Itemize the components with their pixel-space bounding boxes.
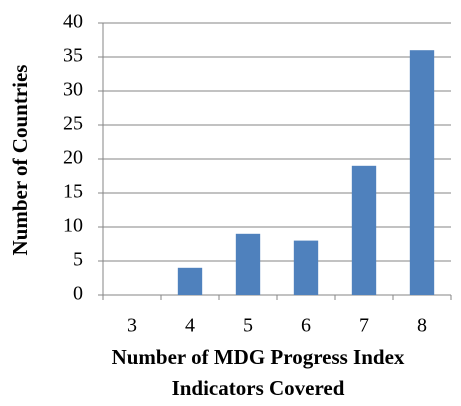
- y-axis-title: Number of Countries: [8, 65, 32, 256]
- bar: [235, 233, 261, 295]
- y-tick-label: 20: [63, 147, 83, 169]
- x-tick-label: 4: [185, 315, 195, 337]
- x-axis-title: Number of MDG Progress Index: [112, 345, 405, 369]
- bar: [351, 165, 377, 295]
- x-tick-label: 7: [359, 315, 369, 337]
- bar: [293, 240, 319, 295]
- x-tick-label: 6: [301, 315, 311, 337]
- y-tick-label: 10: [63, 215, 83, 237]
- y-tick-label: 30: [63, 79, 83, 101]
- y-tick-label: 5: [73, 249, 83, 271]
- x-tick-label: 5: [243, 315, 253, 337]
- y-tick-label: 40: [63, 11, 83, 33]
- y-tick-label: 25: [63, 113, 83, 135]
- x-tick-label: 8: [417, 315, 427, 337]
- y-tick-label: 35: [63, 45, 83, 67]
- y-tick-label: 0: [73, 283, 83, 305]
- bar: [177, 267, 203, 295]
- x-tick-label: 3: [127, 315, 137, 337]
- x-axis-title: Indicators Covered: [172, 376, 345, 400]
- y-tick-label: 15: [63, 181, 83, 203]
- bar: [409, 50, 435, 296]
